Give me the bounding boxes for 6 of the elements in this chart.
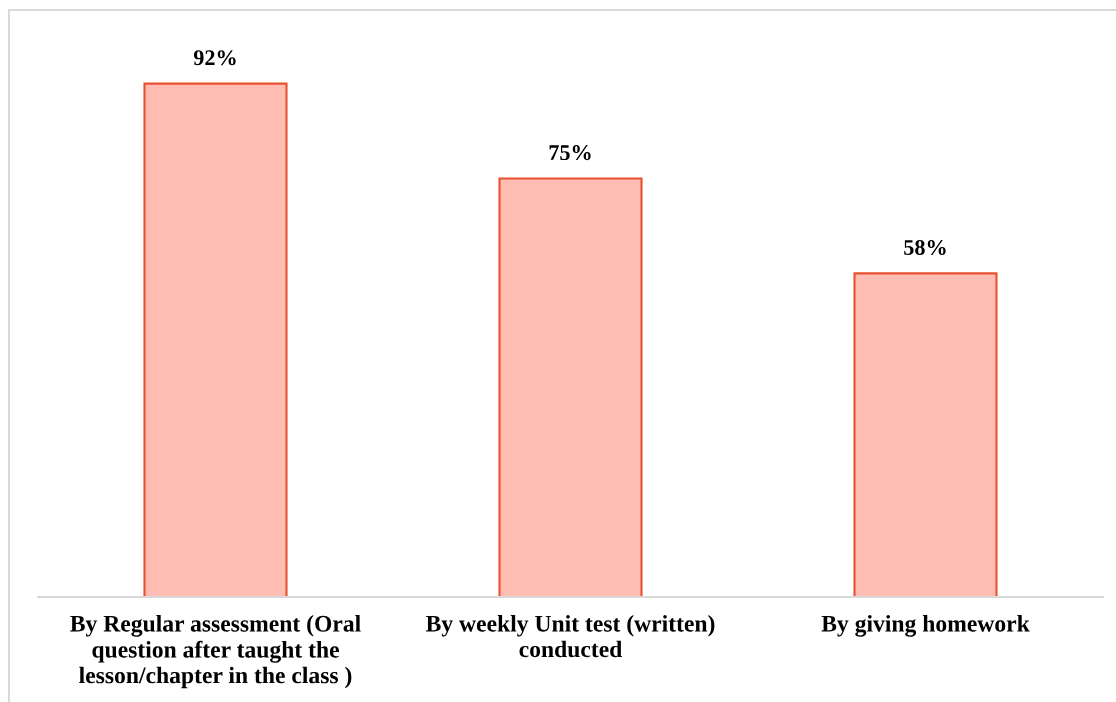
x-tick-label: By giving homework [821, 615, 1030, 637]
x-tick-label: By weekly Unit test (written) conducted [425, 615, 715, 658]
data-label: 92% [193, 50, 236, 66]
x-tick-label: By Regular assessment (Oral question after taught the lesson/chapter in the class ) [70, 615, 361, 689]
data-label: 75% [549, 145, 591, 161]
data-label: 58% [904, 239, 946, 256]
